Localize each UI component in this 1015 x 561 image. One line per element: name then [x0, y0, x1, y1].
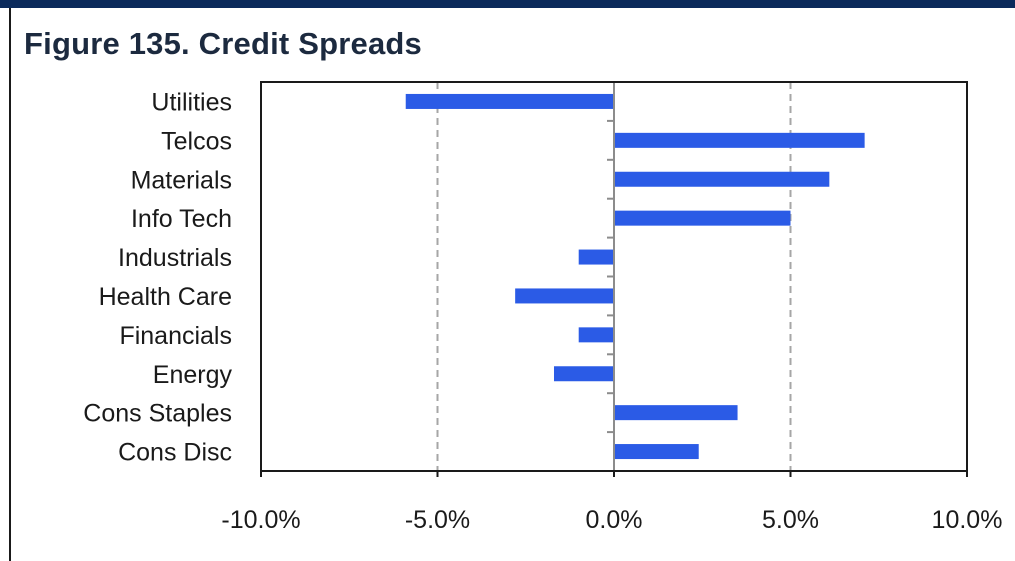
bar-cons-staples [614, 405, 738, 421]
x-tick-label: 0.0% [586, 506, 643, 534]
category-label: Cons Staples [83, 400, 232, 428]
category-label: Info Tech [131, 205, 232, 233]
category-label: Telcos [161, 127, 232, 155]
axis-layer [260, 81, 968, 477]
figure-title: Figure 135. Credit Spreads [24, 26, 422, 61]
bar-financials [578, 327, 614, 343]
x-tick-label: -10.0% [221, 506, 300, 534]
x-tick-label: -5.0% [405, 506, 470, 534]
category-label: Health Care [99, 283, 232, 311]
bar-health-care [515, 288, 614, 304]
category-label: Materials [131, 166, 232, 194]
x-tick-label: 10.0% [932, 506, 1003, 534]
bar-materials [614, 171, 830, 187]
category-label: Financials [119, 322, 232, 350]
bar-cons-disc [614, 444, 699, 460]
bars-layer [405, 93, 865, 460]
category-label: Utilities [151, 88, 232, 116]
category-label: Cons Disc [118, 439, 232, 467]
bar-telcos [614, 132, 865, 148]
labels-layer: Utilities Telcos Materials Info Tech Industr… [83, 88, 1002, 534]
left-border-rule [9, 8, 11, 561]
x-tick-label: 5.0% [762, 506, 819, 534]
bar-energy [553, 366, 614, 382]
bar-utilities [405, 93, 614, 109]
bar-info-tech [614, 210, 791, 226]
bar-industrials [578, 249, 614, 265]
header-accent-bar [0, 0, 1015, 8]
category-label: Energy [153, 361, 233, 389]
category-label: Industrials [118, 244, 232, 272]
